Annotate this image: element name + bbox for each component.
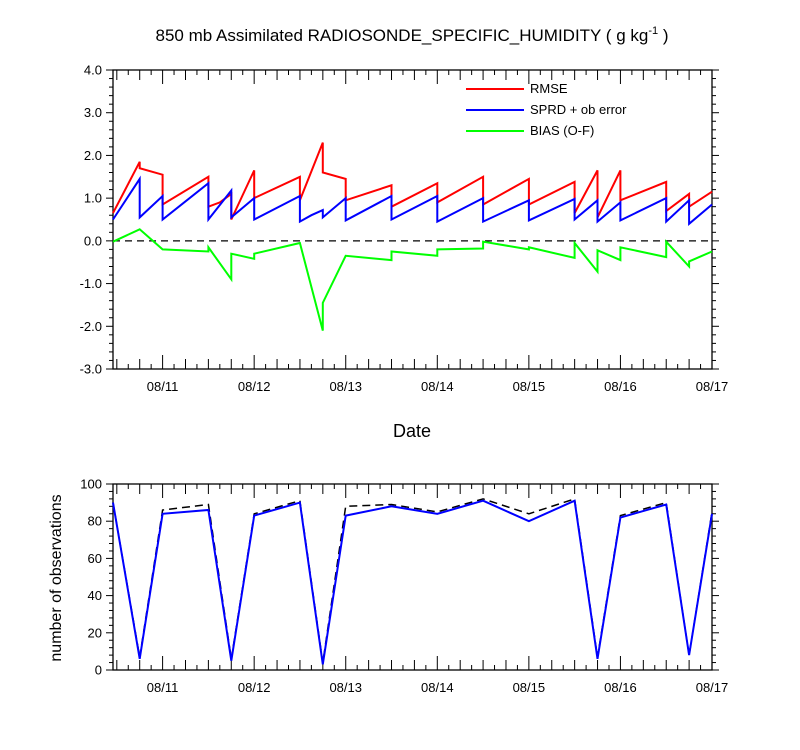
x-tick-label: 08/17: [696, 379, 729, 394]
x-tick-label: 08/13: [329, 680, 362, 695]
x-tick-label: 08/15: [513, 680, 546, 695]
top-panel: 08/11 08/12 08/13 08/14 08/15 08/16 08/17 -3.0 -…: [80, 63, 729, 395]
y-tick-label: -2.0: [80, 319, 102, 334]
x-tick-label: 08/16: [604, 379, 637, 394]
y-tick-label: 4.0: [84, 63, 102, 78]
x-tick-label: 08/14: [421, 379, 454, 394]
y-tick-label: 0.0: [84, 233, 102, 248]
y-tick-label: 3.0: [84, 105, 102, 120]
y-tick-label: 80: [88, 514, 102, 529]
legend-label: RMSE: [530, 81, 568, 96]
chart-title: 850 mb Assimilated RADIOSONDE_SPECIFIC_H…: [156, 25, 669, 45]
x-tick-label: 08/12: [238, 680, 271, 695]
plot-frame: [112, 483, 713, 671]
y-tick-label: -3.0: [80, 362, 102, 377]
y-tick-label: 20: [88, 625, 102, 640]
series-line-dashed: [112, 497, 713, 663]
series-line-sprd-ob-error: [112, 175, 713, 226]
legend-label: BIAS (O-F): [530, 123, 594, 138]
y-tick-label: -1.0: [80, 276, 102, 291]
y-axis-title-bottom: number of observations: [48, 494, 65, 661]
legend-label: SPRD + ob error: [530, 102, 627, 117]
x-axis-title: Date: [393, 421, 431, 441]
bottom-panel: 08/11 08/12 08/13 08/14 08/15 08/16 08/17 0 20 40…: [80, 477, 728, 696]
y-tick-label: 100: [80, 477, 102, 492]
y-tick-label: 2.0: [84, 148, 102, 163]
y-tick-label: 40: [88, 588, 102, 603]
x-tick-label: 08/14: [421, 680, 454, 695]
y-tick-label: 60: [88, 551, 102, 566]
y-tick-label: 0: [95, 663, 102, 678]
series-line-solid: [112, 499, 713, 665]
x-tick-label: 08/17: [696, 680, 729, 695]
x-tick-label: 08/16: [604, 680, 637, 695]
y-tick-label: 1.0: [84, 191, 102, 206]
x-tick-label: 08/12: [238, 379, 271, 394]
x-tick-label: 08/11: [147, 680, 179, 695]
series-line-bias-o-f: [112, 228, 713, 331]
x-tick-label: 08/13: [329, 379, 362, 394]
x-tick-label: 08/11: [147, 379, 179, 394]
x-tick-label: 08/15: [513, 379, 546, 394]
